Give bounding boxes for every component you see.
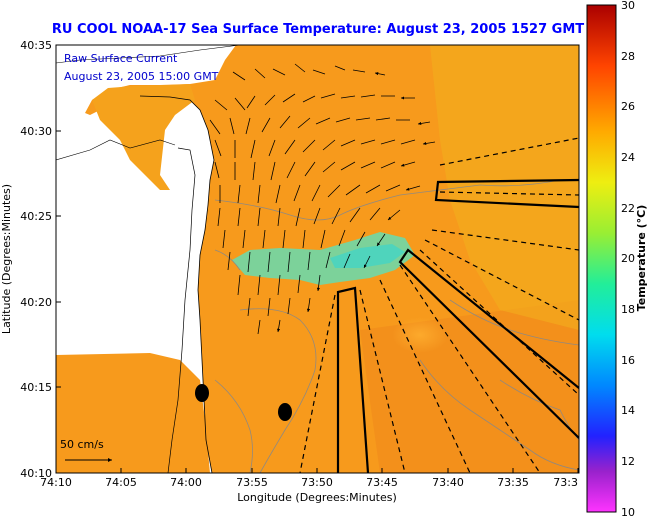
x-tick-label: 74:00 [170, 476, 202, 489]
x-tick-label: 73:55 [236, 476, 268, 489]
x-tick: 74:00 [170, 468, 202, 489]
y-tick-label: 40:10 [20, 467, 52, 480]
colorbar-label: Temperature (°C) [635, 205, 648, 312]
y-tick: 40:25 [20, 210, 61, 223]
plot-area: Raw Surface Current August 23, 2005 15:0… [56, 45, 579, 473]
colorbar-tick-label: 28 [621, 50, 635, 63]
y-tick: 40:15 [20, 381, 61, 394]
x-tick-label: 73:45 [366, 476, 398, 489]
solid-transects [336, 178, 579, 473]
x-tick: 73:3 [553, 468, 579, 489]
y-tick-label: 40:30 [20, 125, 52, 138]
y-tick-label: 40:25 [20, 210, 52, 223]
x-tick: 73:40 [432, 468, 464, 489]
y-tick-label: 40:35 [20, 39, 52, 52]
inner-shore [167, 147, 196, 473]
sst-patch-nw [92, 84, 195, 190]
y-axis-ticks: 40:35 40:30 40:25 40:20 40:15 40:10 [20, 39, 61, 480]
colorbar-tick-label: 22 [621, 202, 635, 215]
colorbar-tick-label: 14 [621, 404, 635, 417]
x-tick: 73:50 [301, 468, 333, 489]
colorbar-tick-label: 26 [621, 100, 635, 113]
x-tick: 74:05 [105, 468, 137, 489]
x-tick-label: 73:3 [553, 476, 578, 489]
x-tick-label: 73:50 [301, 476, 333, 489]
sst-warm-se [360, 300, 579, 473]
station-marker [195, 384, 209, 402]
y-tick-label: 40:20 [20, 296, 52, 309]
map-title: RU COOL NOAA-17 Sea Surface Temperature:… [52, 22, 584, 37]
x-axis-label: Longitude (Degrees:Minutes) [237, 491, 397, 504]
station-marker [278, 403, 292, 421]
legend-line-2: August 23, 2005 15:00 GMT [64, 70, 219, 83]
x-tick-label: 74:10 [40, 476, 72, 489]
sst-south-water [56, 353, 210, 473]
y-tick: 40:35 [20, 39, 61, 52]
sst-yellow-east [430, 45, 579, 330]
x-tick-label: 73:40 [432, 476, 464, 489]
x-axis-ticks: 74:10 74:05 74:00 73:55 73:50 73:45 73:4… [40, 468, 579, 489]
colorbar-tick-label: 30 [621, 0, 635, 12]
x-tick-label: 74:05 [105, 476, 137, 489]
bathymetry-contours [214, 179, 579, 473]
x-tick: 73:45 [366, 468, 398, 489]
colorbar-tick-label: 20 [621, 252, 635, 265]
x-tick: 73:35 [497, 468, 529, 489]
current-vectors [209, 63, 436, 334]
colorbar-tick-label: 10 [621, 506, 635, 518]
y-tick-label: 40:15 [20, 381, 52, 394]
warm-spot [392, 317, 448, 353]
sst-cool-band [232, 232, 415, 285]
colorbar-tick-label: 16 [621, 354, 635, 367]
y-tick: 40:30 [20, 125, 61, 138]
y-axis-label: Latitude (Degrees:Minutes) [0, 184, 13, 334]
colorbar-tick-label: 12 [621, 455, 635, 468]
colorbar-ticks: 30 28 26 24 22 20 18 16 14 12 10 [621, 0, 635, 518]
dashed-transects [299, 137, 579, 473]
legend-line-1: Raw Surface Current [64, 52, 178, 65]
x-tick-label: 73:35 [497, 476, 529, 489]
colorbar-tick-label: 24 [621, 151, 635, 164]
x-tick: 74:10 [40, 468, 72, 489]
sst-cool-core [330, 244, 405, 268]
bay-outline [56, 139, 176, 161]
colorbar-tick-label: 18 [621, 303, 635, 316]
land-boundary [56, 45, 241, 64]
y-tick: 40:20 [20, 296, 61, 309]
coastline [139, 95, 215, 473]
x-tick: 73:55 [236, 468, 268, 489]
colorbar [586, 4, 617, 513]
y-tick: 40:10 [20, 467, 61, 480]
scale-label: 50 cm/s [60, 438, 104, 451]
